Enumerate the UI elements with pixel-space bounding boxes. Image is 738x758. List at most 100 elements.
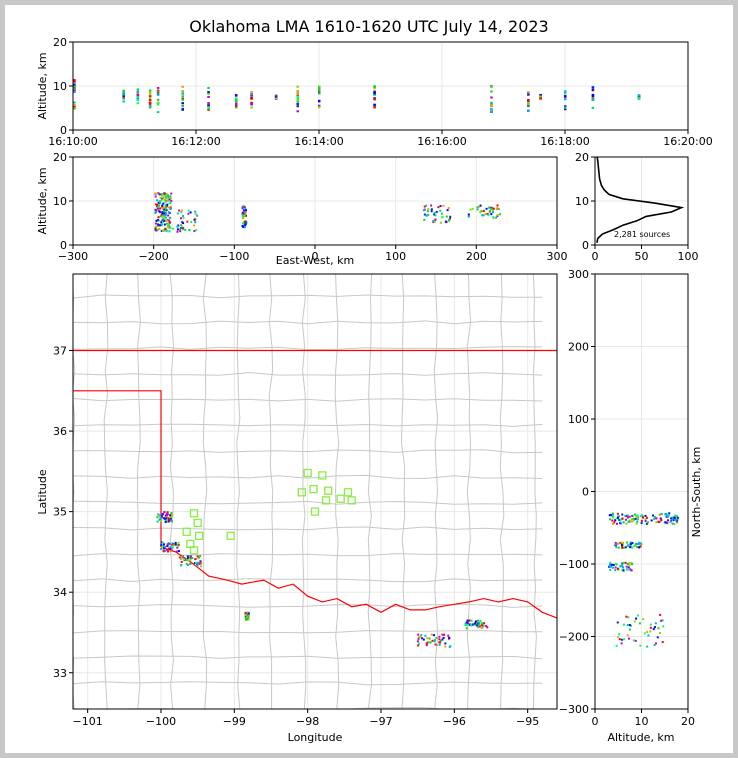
eastwest-source-point — [435, 210, 438, 213]
map-source-point — [475, 624, 478, 627]
time-source-point — [207, 86, 210, 89]
map-source-point — [170, 518, 173, 521]
map-source-point — [176, 546, 179, 549]
northsouth-source-point — [639, 545, 642, 548]
northsouth-source-point — [627, 566, 630, 569]
time-source-point — [234, 98, 238, 101]
eastwest-source-point — [172, 227, 175, 230]
map-source-point — [482, 624, 485, 627]
time-source-point — [637, 95, 641, 98]
county-line — [367, 274, 373, 709]
map-xtick-label: −101 — [73, 715, 103, 728]
northsouth-source-point — [633, 518, 636, 521]
eastwest-source-point — [167, 194, 170, 197]
northsouth-ytick-label: 100 — [568, 413, 589, 426]
map-source-point — [167, 543, 170, 546]
eastwest-source-point — [445, 215, 448, 218]
lma-station-marker — [189, 546, 199, 555]
time-source-point — [234, 103, 238, 106]
time-source-point — [207, 104, 210, 107]
map-source-point — [166, 520, 169, 523]
eastwest-source-point — [160, 220, 163, 223]
state-borders — [73, 349, 557, 619]
northsouth-source-point — [624, 518, 627, 521]
eastwest-source-point — [193, 230, 196, 233]
northsouth-ytick-label: 300 — [568, 268, 589, 281]
time-source-point — [234, 106, 238, 109]
northsouth-source-point — [617, 542, 620, 545]
northsouth-source-point — [632, 517, 635, 520]
eastwest-source-point — [166, 225, 169, 228]
northsouth-source-point — [613, 521, 616, 524]
map-source-point — [170, 513, 173, 516]
northsouth-source-point — [633, 513, 636, 516]
eastwest-source-point — [164, 207, 167, 210]
time-source-point — [318, 87, 321, 90]
map-source-point — [183, 558, 186, 561]
county-line — [73, 603, 543, 608]
eastwest-source-point — [186, 220, 189, 223]
map-source-point — [422, 638, 425, 641]
map-source-point — [160, 547, 163, 550]
eastwest-source-point — [158, 199, 161, 202]
eastwest-source-point — [163, 192, 166, 195]
time-source-point — [250, 101, 253, 104]
eastwest-source-point — [427, 213, 430, 216]
map-source-point — [480, 621, 483, 624]
map-source-point — [196, 564, 199, 567]
time-source-point — [373, 85, 376, 88]
eastwest-source-point — [242, 215, 245, 218]
northsouth-source-point — [631, 546, 634, 549]
eastwest-source-point — [449, 217, 452, 220]
figure-title: Oklahoma LMA 1610-1620 UTC July 14, 2023 — [189, 17, 549, 36]
northsouth-source-point — [649, 630, 652, 633]
time-source-point — [490, 109, 493, 112]
time-source-point — [73, 104, 76, 107]
eastwest-source-point — [243, 210, 246, 213]
map-source-point — [174, 541, 177, 544]
northsouth-source-point — [626, 562, 629, 565]
time-source-point — [527, 99, 530, 102]
map-source-point — [164, 514, 167, 517]
northsouth-source-point — [626, 624, 629, 627]
map-source-point — [174, 543, 177, 546]
eastwest-source-point — [448, 218, 451, 221]
northsouth-source-point — [653, 626, 656, 629]
eastwest-source-point — [169, 216, 172, 219]
northsouth-ylabel: North-South, km — [690, 447, 703, 538]
eastwest-source-point — [162, 208, 165, 211]
eastwest-source-point — [155, 203, 158, 206]
eastwest-source-point — [179, 217, 182, 220]
northsouth-source-point — [636, 520, 639, 523]
northsouth-source-point — [609, 568, 612, 571]
altitude-eastwest-ytick-label: 20 — [53, 151, 67, 164]
northsouth-source-point — [640, 519, 643, 522]
eastwest-source-point — [176, 228, 179, 231]
northsouth-source-point — [673, 523, 676, 526]
northsouth-source-point — [659, 520, 662, 523]
eastwest-source-point — [167, 214, 170, 217]
time-source-point — [181, 98, 184, 101]
time-source-point — [318, 104, 321, 107]
altitude-eastwest-panel: −300 −200 −100 0 100 200 300 0 10 20 Altitude, k… — [36, 151, 568, 267]
northsouth-source-point — [646, 631, 649, 634]
map-source-point — [169, 514, 172, 517]
eastwest-source-point — [162, 195, 165, 198]
lma-station-marker — [193, 518, 202, 528]
map-source-point — [435, 636, 438, 639]
eastwest-source-point — [155, 219, 158, 222]
time-source-point — [539, 95, 542, 98]
eastwest-source-point — [432, 219, 435, 222]
map-source-point — [420, 634, 423, 637]
time-source-point — [73, 105, 76, 108]
northsouth-source-point — [653, 517, 656, 520]
northsouth-source-point — [635, 514, 638, 517]
northsouth-source-point — [612, 516, 615, 519]
map-source-point — [438, 643, 441, 646]
eastwest-source-point — [164, 219, 167, 222]
map-source-point — [159, 519, 162, 522]
northsouth-source-point — [659, 613, 662, 616]
altitude-time-xtick-label: 16:10:00 — [48, 135, 97, 148]
eastwest-source-point — [154, 229, 157, 232]
time-source-point — [318, 89, 321, 92]
